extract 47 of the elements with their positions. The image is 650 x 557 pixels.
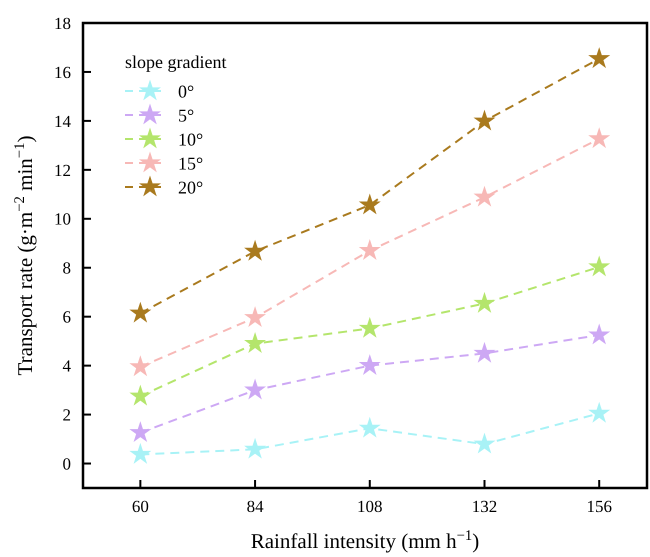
legend-label: 5° — [178, 105, 194, 126]
point — [358, 239, 381, 260]
point — [588, 323, 610, 344]
point — [129, 355, 152, 376]
point — [129, 442, 152, 464]
y-tick-label: 8 — [62, 258, 71, 278]
x-tick-label: 60 — [132, 497, 149, 516]
y-tick-label: 4 — [62, 356, 72, 376]
point — [129, 384, 152, 406]
x-tick-label: 132 — [472, 497, 498, 516]
point — [358, 316, 381, 338]
point — [358, 194, 381, 214]
x-tick-label: 156 — [586, 497, 612, 516]
y-tick-label: 14 — [54, 112, 72, 131]
legend-label: 10° — [178, 129, 204, 150]
point — [474, 292, 496, 313]
point — [129, 421, 152, 442]
legend-label: 15° — [178, 153, 204, 174]
point — [244, 240, 266, 261]
y-tick-label: 6 — [62, 308, 71, 327]
x-tick-label: 84 — [246, 497, 264, 516]
point — [588, 127, 610, 148]
point — [244, 332, 266, 353]
point — [244, 378, 266, 400]
y-tick-label: 2 — [62, 406, 71, 425]
point — [129, 302, 152, 323]
legend-label: 20° — [178, 177, 204, 198]
point — [474, 432, 496, 454]
point — [358, 354, 381, 375]
point — [474, 110, 496, 130]
point — [244, 306, 266, 328]
point — [474, 342, 496, 363]
y-tick-label: 10 — [54, 210, 71, 229]
point — [588, 47, 610, 68]
point — [358, 416, 381, 438]
y-tick-label: 16 — [54, 62, 71, 82]
x-axis-title: Rainfall intensity (mm h$^{−1}$) — [250, 528, 480, 553]
y-tick-label: 0 — [62, 454, 71, 474]
point — [244, 438, 266, 459]
point — [588, 255, 610, 276]
y-tick-label: 18 — [54, 14, 71, 33]
legend-label: 0° — [178, 81, 194, 102]
legend-title: slope gradient — [125, 52, 226, 72]
x-tick-label: 108 — [357, 497, 383, 516]
point — [474, 186, 496, 207]
y-tick-label: 12 — [54, 160, 71, 180]
point — [588, 402, 610, 423]
